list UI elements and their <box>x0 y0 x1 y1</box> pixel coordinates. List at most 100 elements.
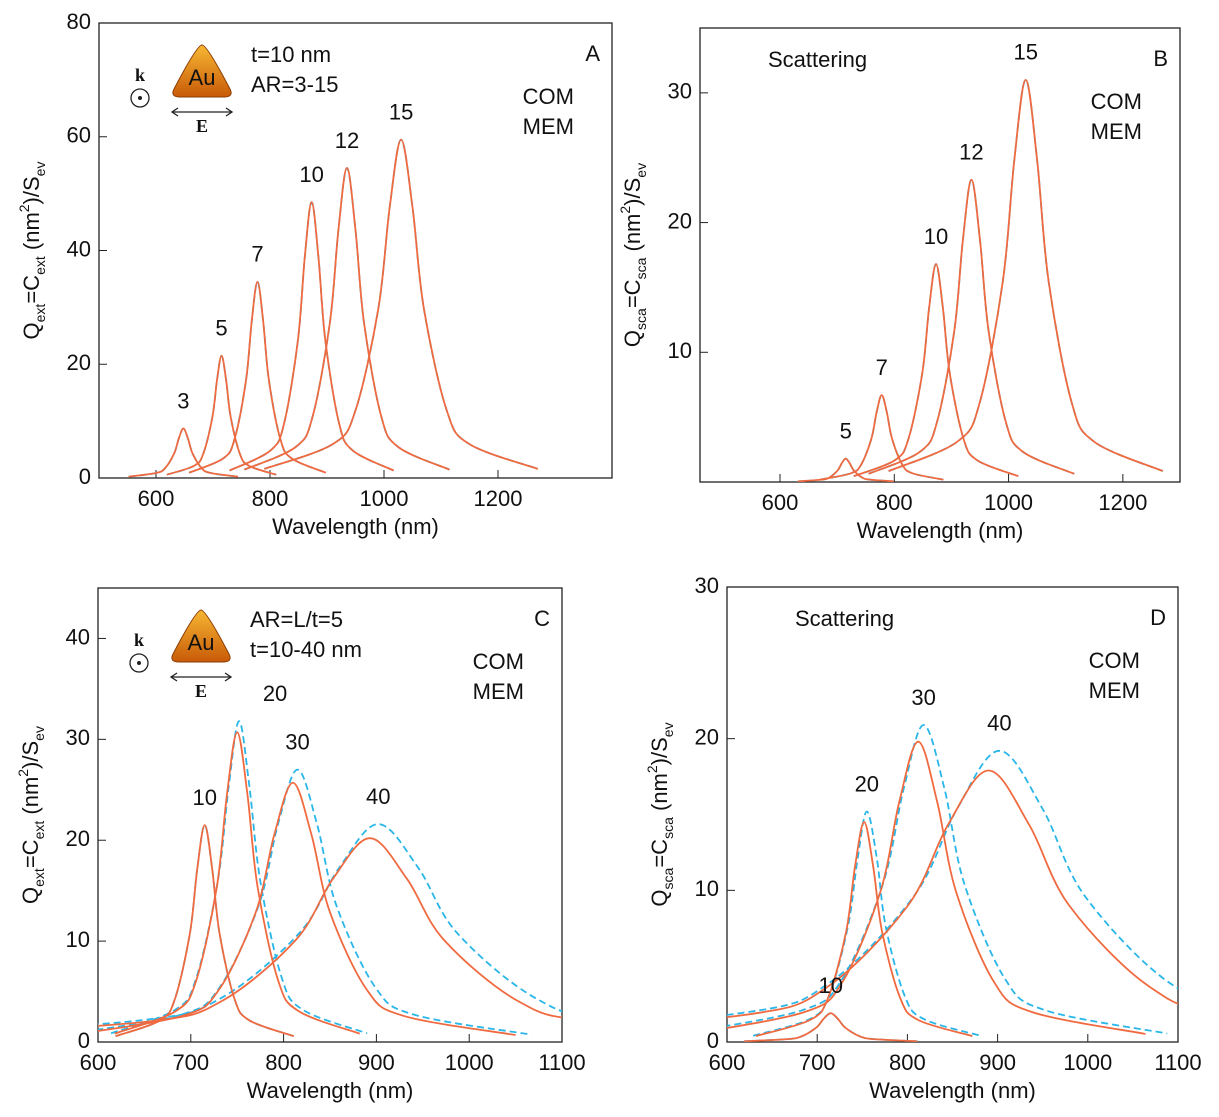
curve <box>128 427 239 478</box>
y-tick-label: 10 <box>66 927 90 952</box>
annotation: Scattering <box>768 47 867 72</box>
annotation: t=10-40 nm <box>250 637 362 662</box>
x-tick-label: 1000 <box>360 486 409 511</box>
k-circle <box>130 88 150 108</box>
k-label: k <box>134 630 144 650</box>
x-tick-label: 800 <box>889 1050 926 1075</box>
panel-label: C <box>534 606 550 631</box>
curve-label: 30 <box>911 685 935 710</box>
curve-label: 40 <box>987 711 1011 736</box>
x-axis-label: Wavelength (nm) <box>272 514 439 539</box>
y-axis-label-part: sca <box>660 867 676 889</box>
x-tick-label: 900 <box>358 1050 395 1075</box>
curve-label: 10 <box>924 224 948 249</box>
y-axis-label-part: (nm <box>18 777 43 821</box>
y-tick-label: 80 <box>67 9 91 34</box>
curves <box>98 720 562 1037</box>
legend-label: MEM <box>473 679 524 704</box>
legend-label: MEM <box>1089 678 1140 703</box>
y-tick-label: 10 <box>695 876 719 901</box>
y-axis-label-part: Q <box>620 330 645 347</box>
curve-label: 15 <box>389 99 413 124</box>
y-tick-label: 20 <box>695 724 719 749</box>
y-axis-label-part: sca <box>660 817 676 839</box>
panel: 600 800 1000 1200 0 20 40 60 80 Wavelength (nm) Qe… <box>16 9 613 539</box>
curve <box>755 821 973 1037</box>
field-arrow <box>169 672 233 682</box>
curve <box>727 769 1178 1019</box>
y-tick-label: 0 <box>78 1028 90 1053</box>
curve-label: 10 <box>192 785 216 810</box>
x-axis-label: Wavelength (nm) <box>247 1078 414 1103</box>
curve <box>110 720 368 1035</box>
curve <box>188 280 327 474</box>
y-tick-label: 0 <box>79 464 91 489</box>
y-axis-label-part: =C <box>19 275 44 304</box>
curve-label: 7 <box>876 355 888 380</box>
y-axis-label-part: ev <box>32 162 48 177</box>
y-tick-label: 20 <box>668 208 692 233</box>
y-axis-label: Qext=Cext (nm2)/Sev <box>16 162 48 340</box>
annotation: AR=3-15 <box>251 72 338 97</box>
y-axis-label-part: Q <box>19 322 44 339</box>
x-tick-label: 800 <box>252 486 289 511</box>
x-tick-label: 1000 <box>1063 1050 1112 1075</box>
y-axis-label-part: ev <box>633 163 649 178</box>
y-axis-label-part: 2 <box>617 206 633 214</box>
curve <box>727 740 1146 1035</box>
x-tick-label: 1100 <box>538 1050 585 1075</box>
y-axis-label: Qext=Cext (nm2)/Sev <box>15 726 47 904</box>
curve <box>98 823 562 1026</box>
y-axis-label-part: =C <box>620 279 645 308</box>
y-axis-label: Qsca=Csca (nm2)/Sev <box>644 722 676 906</box>
panel-label: A <box>585 41 600 66</box>
curves <box>797 78 1164 482</box>
panel-label: D <box>1150 605 1166 630</box>
plot-frame <box>699 27 1181 483</box>
field-label: E <box>195 681 207 701</box>
curve <box>114 731 361 1035</box>
panel: 600 700 800 900 1000 1100 0 10 20 30 40 Wavelength … <box>15 587 586 1103</box>
y-tick-label: 40 <box>67 236 91 261</box>
panel: 600 700 800 900 1000 1100 0 10 20 30 Wavelength (n… <box>644 573 1202 1103</box>
y-axis-label-part: (nm <box>647 773 672 817</box>
y-tick-label: 20 <box>67 350 91 375</box>
annotation: AR=L/t=5 <box>250 607 343 632</box>
k-dot <box>138 96 142 100</box>
x-tick-label: 1100 <box>1154 1050 1201 1075</box>
y-axis-label-part: (nm <box>620 214 645 258</box>
curve-label: 5 <box>840 418 852 443</box>
k-label: k <box>135 65 145 85</box>
particle <box>172 44 232 98</box>
curve <box>853 263 1019 478</box>
curve <box>98 781 516 1036</box>
x-axis-label: Wavelength (nm) <box>857 518 1024 543</box>
x-tick-label: 800 <box>876 490 913 515</box>
curve <box>263 138 539 470</box>
annotation: Scattering <box>795 606 894 631</box>
field-label: E <box>196 116 208 136</box>
particle <box>171 609 231 663</box>
panel: 600 800 1000 1200 10 20 30 Wavelength (nm) Qsca=… <box>617 27 1181 543</box>
curve <box>727 749 1178 1016</box>
x-tick-label: 600 <box>138 486 175 511</box>
y-axis-label: Qsca=Csca (nm2)/Sev <box>617 163 649 347</box>
curve-label: 40 <box>366 784 390 809</box>
y-tick-label: 40 <box>66 624 90 649</box>
plot-frame <box>97 587 563 1043</box>
curve <box>229 201 395 472</box>
curve-label: 12 <box>959 140 983 165</box>
curve <box>188 280 327 474</box>
x-tick-label: 700 <box>799 1050 836 1075</box>
legend-label: COM <box>473 649 524 674</box>
curve-label: 3 <box>177 388 189 413</box>
inset: k Au E <box>130 44 234 136</box>
y-tick-label: 30 <box>66 725 90 750</box>
x-tick-label: 600 <box>80 1050 117 1075</box>
panel-label: B <box>1153 46 1168 71</box>
y-axis-label-part: sca <box>633 308 649 330</box>
legend-label: COM <box>1091 89 1142 114</box>
curve-label: 5 <box>215 316 227 341</box>
